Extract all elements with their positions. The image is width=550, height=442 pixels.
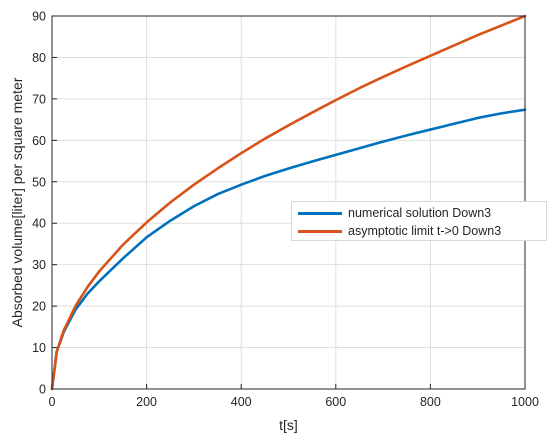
y-tick-label: 10: [32, 341, 46, 355]
y-tick-label: 30: [32, 258, 46, 272]
y-tick-label: 60: [32, 134, 46, 148]
legend-item-numerical: numerical solution Down3: [292, 204, 491, 222]
series-line-asymptotic: [50, 14, 527, 391]
y-tick-label: 50: [32, 175, 46, 189]
y-tick-label: 20: [32, 300, 46, 314]
x-tick-label: 0: [49, 395, 56, 409]
y-tick-label: 80: [32, 51, 46, 65]
legend-label-numerical: numerical solution Down3: [348, 206, 492, 220]
legend: numerical solution Down3 asymptotic limi…: [291, 201, 547, 241]
legend-swatch-asymptotic: [298, 229, 342, 233]
series-lines: [50, 14, 527, 391]
x-tick-label: 200: [136, 395, 157, 409]
legend-swatch-numerical: [298, 211, 342, 215]
legend-label-asymptotic: asymptotic limit t->0 Down3: [348, 224, 502, 238]
x-tick-label: 600: [325, 395, 346, 409]
y-axis-label: Absorbed volume[liter] per square meter: [9, 77, 25, 327]
y-tick-label: 90: [32, 10, 46, 24]
y-tick-label: 40: [32, 217, 46, 231]
y-tick-label: 70: [32, 92, 46, 106]
y-tick-label: 0: [39, 383, 46, 397]
x-tick-label: 800: [420, 395, 441, 409]
x-axis-label: t[s]: [279, 417, 298, 433]
legend-item-asymptotic: asymptotic limit t->0 Down3: [292, 222, 501, 240]
x-tick-label: 1000: [511, 395, 539, 409]
x-tick-label: 400: [231, 395, 252, 409]
series-line-numerical: [50, 108, 527, 391]
axis-ticks: 0 200 400 600 800 1000 0 10 20 30 40 50 60 70 80 90: [32, 10, 539, 410]
